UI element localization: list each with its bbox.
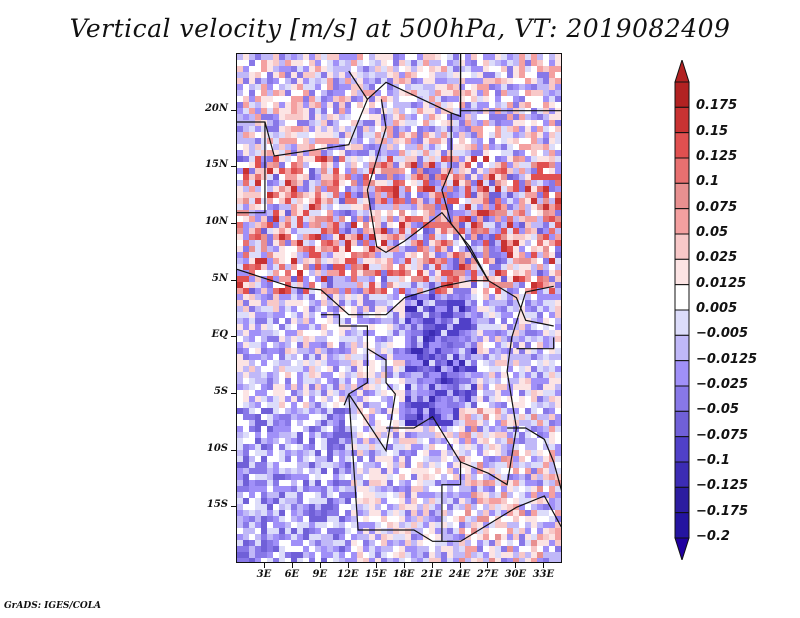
colorbar-swatch bbox=[674, 182, 690, 210]
colorbar bbox=[674, 60, 690, 560]
lon-tick bbox=[403, 563, 405, 568]
colorbar-swatch bbox=[674, 360, 690, 387]
colorbar-label: 0.125 bbox=[696, 149, 738, 164]
colorbar-bottom-arrow bbox=[674, 537, 690, 560]
colorbar-swatch bbox=[674, 233, 690, 260]
lon-tick bbox=[515, 563, 517, 568]
lat-tick bbox=[231, 449, 236, 451]
lon-label: 18E bbox=[392, 569, 415, 580]
grads-credit: GrADS: IGES/COLA bbox=[4, 601, 102, 611]
lat-tick bbox=[231, 336, 236, 338]
colorbar-label: 0.075 bbox=[696, 199, 738, 215]
lat-tick bbox=[231, 223, 236, 224]
colorbar-label: −0.175 bbox=[696, 503, 749, 519]
lon-label: 9E bbox=[312, 569, 328, 580]
lon-label: 30E bbox=[504, 569, 527, 580]
lon-label: 12E bbox=[336, 569, 359, 580]
colorbar-swatch bbox=[674, 385, 690, 412]
lon-tick bbox=[431, 563, 433, 568]
colorbar-label: 0.025 bbox=[696, 250, 738, 266]
colorbar-swatch bbox=[674, 334, 690, 362]
colorbar-label: −0.075 bbox=[696, 427, 749, 443]
colorbar-swatch bbox=[674, 157, 690, 184]
lon-tick bbox=[487, 563, 489, 568]
colorbar-swatch bbox=[674, 486, 690, 514]
colorbar-label: 0.15 bbox=[696, 123, 729, 139]
colorbar-label: 0.0125 bbox=[696, 275, 747, 291]
colorbar-swatch bbox=[674, 309, 690, 336]
colorbar-swatch bbox=[674, 436, 690, 463]
lon-tick bbox=[291, 563, 293, 568]
colorbar-label: 0.005 bbox=[696, 301, 738, 316]
colorbar-swatch bbox=[674, 258, 690, 286]
lon-tick bbox=[459, 563, 461, 568]
lon-tick bbox=[375, 563, 377, 568]
lat-tick bbox=[231, 109, 236, 111]
map-plot-area bbox=[236, 53, 562, 563]
colorbar-label: −0.1 bbox=[696, 453, 730, 468]
colorbar-label: 0.1 bbox=[696, 174, 720, 190]
lon-label: 15E bbox=[364, 569, 387, 580]
colorbar-top-arrow bbox=[674, 60, 690, 83]
lat-label: EQ bbox=[211, 329, 228, 341]
colorbar-label: −0.125 bbox=[696, 478, 749, 494]
lat-label: 15N bbox=[204, 159, 228, 171]
colorbar-swatch bbox=[674, 284, 690, 311]
vertical-velocity-field bbox=[237, 54, 561, 562]
map-title: Vertical velocity [m/s] at 500hPa, VT: 2… bbox=[69, 14, 731, 43]
lat-label: 10N bbox=[204, 216, 228, 227]
lat-label: 5N bbox=[211, 272, 228, 284]
colorbar-label: −0.2 bbox=[696, 529, 730, 544]
colorbar-label: 0.05 bbox=[696, 225, 729, 240]
colorbar-swatch bbox=[674, 512, 690, 539]
lon-tick bbox=[263, 563, 265, 568]
colorbar-label: −0.005 bbox=[696, 326, 749, 342]
lon-label: 6E bbox=[284, 569, 300, 580]
colorbar-swatch bbox=[674, 106, 690, 134]
lon-label: 21E bbox=[420, 569, 443, 580]
lat-label: 10S bbox=[206, 442, 228, 454]
lat-label: 15S bbox=[206, 499, 228, 511]
lat-tick bbox=[231, 393, 236, 394]
lat-tick bbox=[231, 506, 236, 508]
lon-tick bbox=[319, 563, 321, 568]
lon-label: 27E bbox=[476, 569, 499, 580]
colorbar-swatch bbox=[674, 410, 690, 438]
lat-label: 5S bbox=[213, 386, 228, 397]
colorbar-swatch bbox=[674, 132, 690, 159]
lon-label: 33E bbox=[532, 569, 555, 580]
colorbar-label: −0.0125 bbox=[696, 351, 758, 367]
lon-tick bbox=[347, 563, 349, 568]
lon-label: 3E bbox=[256, 569, 272, 580]
lat-tick bbox=[231, 166, 236, 168]
lon-label: 24E bbox=[448, 569, 471, 580]
colorbar-label: −0.025 bbox=[696, 377, 749, 392]
colorbar-swatch bbox=[674, 208, 690, 235]
colorbar-label: 0.175 bbox=[696, 98, 738, 114]
colorbar-swatch bbox=[674, 461, 690, 488]
colorbar-swatch bbox=[674, 81, 690, 108]
lon-tick bbox=[543, 563, 545, 568]
lat-label: 20N bbox=[204, 102, 228, 114]
colorbar-label: −0.05 bbox=[696, 402, 739, 418]
lat-tick bbox=[231, 279, 236, 281]
